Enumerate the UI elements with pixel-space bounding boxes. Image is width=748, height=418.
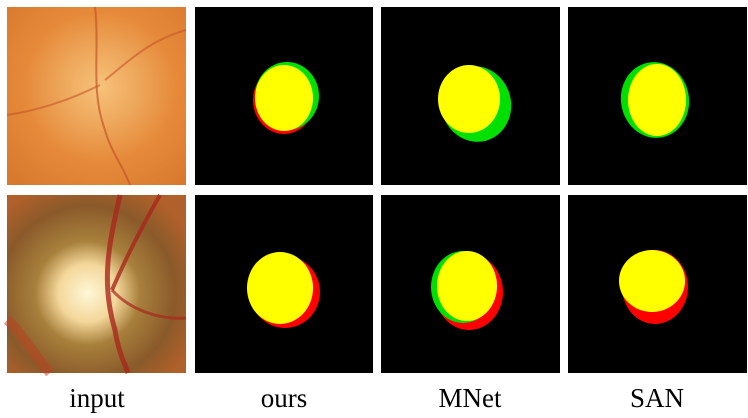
column-label: MNet bbox=[439, 383, 502, 413]
segmentation-panels bbox=[195, 7, 747, 373]
column-label: SAN bbox=[630, 383, 684, 413]
column-label: ours bbox=[261, 383, 308, 413]
input-image-2 bbox=[3, 194, 187, 377]
column-label: input bbox=[69, 383, 125, 413]
input-image-1 bbox=[6, 6, 187, 186]
